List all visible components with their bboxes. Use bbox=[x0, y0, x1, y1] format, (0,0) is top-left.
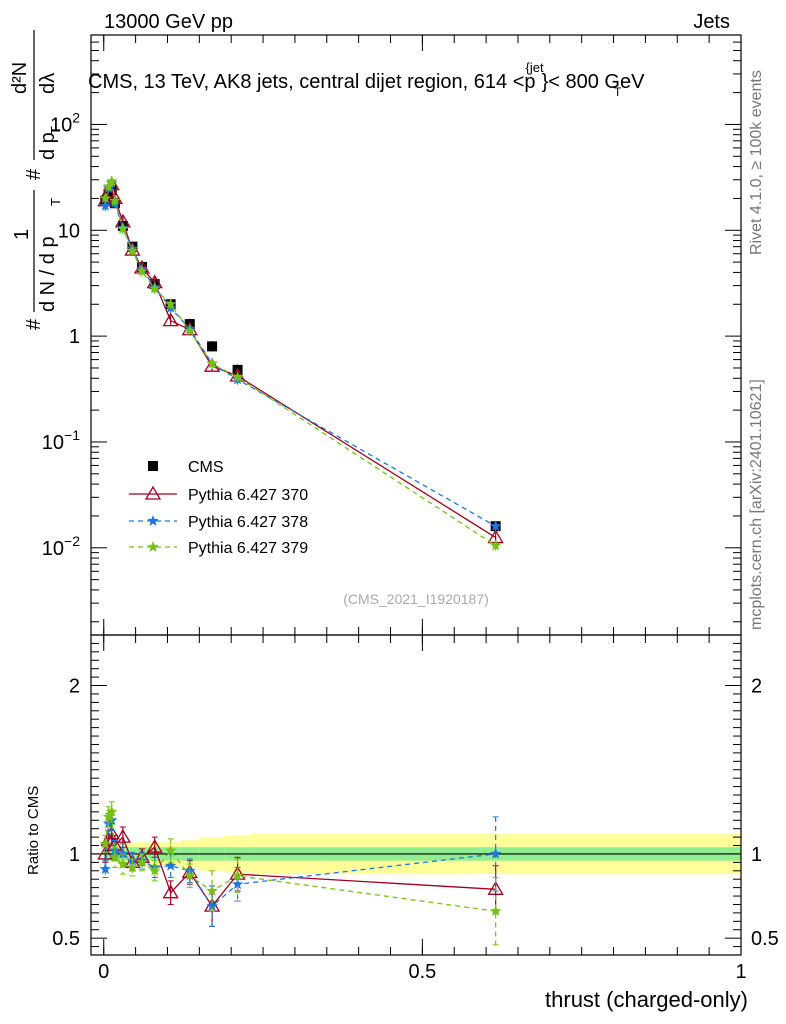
main-point-pythia-6-427-379 bbox=[206, 357, 218, 369]
main-point-pythia-6-427-379 bbox=[126, 244, 139, 256]
ratio-point-pythia-6-427-370 bbox=[146, 838, 163, 853]
ratio-point-pythia-6-427-378 bbox=[102, 817, 115, 829]
ratio-point-pythia-6-427-379 bbox=[99, 837, 111, 849]
ratio-point-pythia-6-427-379 bbox=[184, 869, 196, 881]
category-label: Jets bbox=[693, 11, 730, 33]
main-point-pythia-6-427-379 bbox=[165, 298, 177, 310]
energy-label: 13000 GeV pp bbox=[104, 11, 233, 33]
ratio-point-pythia-6-427-378 bbox=[165, 859, 177, 871]
main-point-pythia-6-427-379 bbox=[149, 282, 161, 294]
legend-label-cms: CMS bbox=[188, 459, 224, 476]
ratio-point-pythia-6-427-379 bbox=[231, 869, 244, 881]
ylabel-one: 1 bbox=[11, 229, 33, 240]
ratio-point-pythia-6-427-379 bbox=[106, 805, 118, 817]
ylabel-dl: dλ bbox=[37, 73, 59, 94]
main-point-pythia-6-427-370 bbox=[162, 312, 179, 327]
ratio-point-pythia-6-427-379 bbox=[117, 858, 129, 869]
title-suffix: }< 800 GeV bbox=[542, 71, 646, 93]
ratio-point-pythia-6-427-379 bbox=[126, 861, 139, 873]
main-ylabel: # 1 d N / d p T # d²N d p T dλ bbox=[9, 30, 63, 330]
plot-title: CMS, 13 TeV, AK8 jets, central dijet reg… bbox=[88, 60, 645, 93]
legend-label-pythia-6-427-379: Pythia 6.427 379 bbox=[188, 540, 308, 557]
legend-marker-pythia-6-427-378 bbox=[147, 515, 159, 526]
x-tick-label: 0 bbox=[98, 961, 109, 983]
y-tick-label: 1 bbox=[69, 326, 80, 348]
ratio-point-pythia-6-427-378 bbox=[490, 847, 502, 859]
main-point-pythia-6-427-379 bbox=[136, 265, 148, 277]
main-point-pythia-6-427-378 bbox=[99, 199, 111, 211]
ratio-point-pythia-6-427-370 bbox=[114, 828, 131, 843]
ratio-point-pythia-6-427-379 bbox=[149, 864, 161, 876]
ratio-point-pythia-6-427-378 bbox=[117, 847, 129, 859]
title-main: CMS, 13 TeV, AK8 jets, central dijet reg… bbox=[88, 71, 536, 93]
ratio-y-tick-label-left: 2 bbox=[69, 676, 80, 698]
ratio-point-pythia-6-427-370 bbox=[97, 845, 114, 860]
main-line-pythia-6-427-370 bbox=[104, 182, 497, 539]
main-point-pythia-6-427-379 bbox=[109, 194, 121, 206]
y-tick-label: 102 bbox=[50, 109, 80, 136]
legend-label-pythia-6-427-378: Pythia 6.427 378 bbox=[188, 514, 308, 531]
y-tick-label: 10−2 bbox=[42, 533, 80, 560]
ratio-y-tick-label-right: 2 bbox=[751, 676, 762, 698]
ratio-y-tick-label-left: 1 bbox=[69, 844, 80, 866]
x-tick-label: 1 bbox=[735, 961, 746, 983]
ratio-y-tick-label-left: 0.5 bbox=[52, 928, 80, 950]
legend-marker-pythia-6-427-370 bbox=[144, 485, 162, 500]
ylabel-hash-2: # bbox=[23, 168, 45, 180]
ratio-point-pythia-6-427-370 bbox=[487, 881, 504, 895]
y-tick-label: 10−1 bbox=[42, 427, 80, 454]
x-axis-label: thrust (charged-only) bbox=[545, 987, 748, 1012]
ratio-point-pythia-6-427-379 bbox=[206, 885, 218, 896]
x-tick-label: 0.5 bbox=[408, 961, 436, 983]
ylabel-dn-dpt: d N / d p bbox=[37, 236, 59, 312]
main-point-pythia-6-427-379 bbox=[106, 175, 118, 187]
main-point-pythia-6-427-379 bbox=[99, 192, 111, 204]
main-point-pythia-6-427-379 bbox=[184, 324, 196, 336]
ratio-point-pythia-6-427-378 bbox=[231, 878, 244, 890]
main-point-pythia-6-427-378 bbox=[490, 520, 502, 531]
legend-marker-pythia-6-427-379 bbox=[147, 541, 159, 552]
ratio-y-tick-label-right: 0.5 bbox=[751, 928, 779, 950]
ratio-point-pythia-6-427-378 bbox=[206, 900, 218, 911]
analysis-watermark: (CMS_2021_I1920187) bbox=[343, 591, 489, 607]
main-point-pythia-6-427-379 bbox=[490, 539, 502, 551]
ratio-point-pythia-6-427-378 bbox=[99, 863, 111, 874]
main-point-cms bbox=[207, 341, 218, 352]
ratio-point-pythia-6-427-370 bbox=[162, 884, 179, 899]
main-line-pythia-6-427-378 bbox=[104, 181, 496, 527]
ratio-point-pythia-6-427-379 bbox=[490, 905, 502, 917]
ratio-ylabel: Ratio to CMS bbox=[25, 786, 42, 875]
ratio-y-tick-label-right: 1 bbox=[751, 844, 762, 866]
ylabel-dpt: d p bbox=[37, 132, 59, 160]
legend-marker-cms bbox=[148, 461, 158, 471]
title-sup: {jet bbox=[526, 60, 544, 75]
ratio-frame bbox=[90, 634, 742, 956]
ratio-point-pythia-6-427-379 bbox=[109, 851, 121, 863]
mcplots-label: mcplots.cern.ch [arXiv:2401.10621] bbox=[748, 379, 765, 630]
title-sub: T bbox=[614, 85, 622, 99]
ratio-point-pythia-6-427-379 bbox=[165, 844, 177, 856]
ylabel-t-1: T bbox=[48, 198, 63, 206]
main-panel: 10−2 10−1 1 10 102 bbox=[42, 34, 742, 955]
ylabel-t-2: T bbox=[48, 126, 63, 134]
rivet-label: Rivet 4.1.0, ≥ 100k events bbox=[748, 70, 765, 255]
ylabel-d2n: d²N bbox=[9, 62, 31, 94]
legend-label-pythia-6-427-370: Pythia 6.427 370 bbox=[188, 487, 308, 504]
ratio-panel: 0 0.5 10.5 0.51 12 2 bbox=[52, 634, 779, 983]
ratio-point-pythia-6-427-379 bbox=[136, 856, 148, 868]
legend: CMS Pythia 6.427 370 Pythia 6.427 378 Pythi… bbox=[129, 459, 308, 557]
y-tick-label: 10 bbox=[58, 220, 80, 242]
main-point-pythia-6-427-379 bbox=[117, 222, 129, 234]
ylabel-hash-1: # bbox=[23, 318, 45, 330]
main-point-pythia-6-427-379 bbox=[231, 371, 244, 382]
